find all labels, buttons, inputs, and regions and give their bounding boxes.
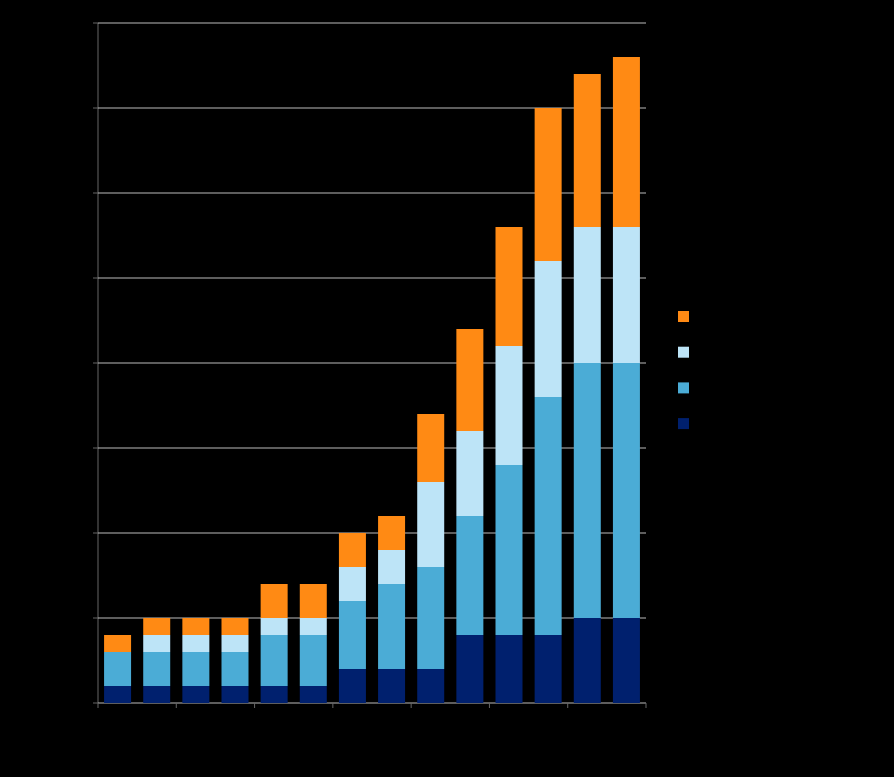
bar-segment bbox=[104, 635, 132, 652]
bar-segment bbox=[182, 635, 210, 652]
bar-segment bbox=[338, 533, 366, 567]
legend-swatch bbox=[678, 311, 689, 322]
bar-segment bbox=[534, 635, 562, 703]
bar-segment bbox=[221, 652, 249, 686]
bar-segment bbox=[299, 686, 327, 703]
bar-segment bbox=[143, 652, 171, 686]
bar-segment bbox=[417, 414, 445, 482]
bar-segment bbox=[534, 108, 562, 261]
legend-swatch bbox=[678, 418, 689, 430]
bar-segment bbox=[378, 550, 406, 584]
bar-segment bbox=[338, 669, 366, 703]
bar-segment bbox=[495, 227, 523, 346]
bar-segment bbox=[182, 686, 210, 703]
bar-segment bbox=[456, 431, 484, 516]
bar-segment bbox=[417, 669, 445, 703]
bar-segment bbox=[456, 635, 484, 703]
bar-segment bbox=[573, 618, 601, 703]
bar-segment bbox=[104, 652, 132, 686]
bar-segment bbox=[182, 652, 210, 686]
bar-segment bbox=[495, 465, 523, 635]
bar-segment bbox=[534, 397, 562, 635]
legend-swatch bbox=[678, 346, 689, 358]
bar-segment bbox=[338, 567, 366, 601]
bar-segment bbox=[378, 516, 406, 550]
bar-segment bbox=[338, 601, 366, 669]
bar-segment bbox=[260, 635, 288, 686]
bar-segment bbox=[221, 618, 249, 635]
bar-segment bbox=[378, 584, 406, 669]
bar-segment bbox=[260, 686, 288, 703]
bar-segment bbox=[143, 635, 171, 652]
bar-segment bbox=[612, 227, 640, 363]
legend-swatch bbox=[678, 382, 689, 394]
bar-segment bbox=[573, 74, 601, 227]
bar-segment bbox=[417, 482, 445, 567]
bar-segment bbox=[221, 686, 249, 703]
bar-segment bbox=[417, 567, 445, 669]
bar-segment bbox=[495, 346, 523, 465]
bar-segment bbox=[534, 261, 562, 397]
bar-segment bbox=[260, 618, 288, 635]
bar-segment bbox=[495, 635, 523, 703]
bar-segment bbox=[456, 516, 484, 635]
bar-segment bbox=[378, 669, 406, 703]
bar-segment bbox=[573, 363, 601, 618]
bar-segment bbox=[612, 57, 640, 227]
bar-segment bbox=[260, 584, 288, 618]
bar-segment bbox=[612, 363, 640, 618]
bar-segment bbox=[221, 635, 249, 652]
bar-segment bbox=[299, 618, 327, 635]
bar-segment bbox=[573, 227, 601, 363]
bar-segment bbox=[299, 635, 327, 686]
bar-segment bbox=[104, 686, 132, 703]
bar-segment bbox=[456, 329, 484, 431]
bar-segment bbox=[182, 618, 210, 635]
bar-segment bbox=[143, 686, 171, 703]
bar-segment bbox=[143, 618, 171, 635]
bar-segment bbox=[299, 584, 327, 618]
bar-segment bbox=[612, 618, 640, 703]
